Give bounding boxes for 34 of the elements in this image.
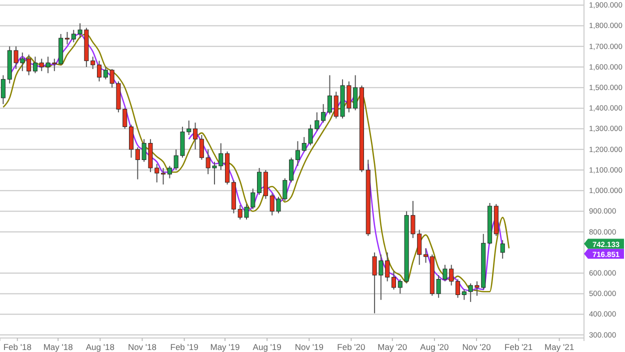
candlestick xyxy=(456,278,460,298)
x-tick-label: May '21 xyxy=(544,342,574,352)
candlestick xyxy=(129,124,134,158)
x-tick-label: Feb '19 xyxy=(170,342,199,352)
candlestick xyxy=(96,60,102,82)
candlestick xyxy=(295,140,300,166)
candlestick xyxy=(32,56,38,74)
x-tick-label: Nov '19 xyxy=(294,342,324,352)
candlestick xyxy=(462,289,466,300)
candlestick xyxy=(193,122,198,150)
candlestick xyxy=(392,270,396,290)
x-tick-label: Nov '20 xyxy=(462,342,492,352)
candlestick xyxy=(321,104,326,124)
x-tick-label: Feb '21 xyxy=(504,342,533,352)
candlestick xyxy=(26,54,32,76)
x-tick-label: Nov '18 xyxy=(128,342,157,352)
candlestick xyxy=(289,157,294,183)
x-tick-label: May '18 xyxy=(43,342,74,352)
candlestick xyxy=(327,74,332,115)
x-tick-label: Feb '20 xyxy=(337,342,366,352)
candlestick xyxy=(263,170,268,200)
candlestick xyxy=(199,134,204,160)
candlestick xyxy=(0,74,6,105)
x-tick-label: Aug '19 xyxy=(252,342,282,352)
x-tick-label: Aug '18 xyxy=(86,342,115,352)
candlestick xyxy=(64,31,70,45)
x-tick-label: May '20 xyxy=(378,342,408,352)
x-tick-label: Aug '20 xyxy=(420,342,449,352)
x-tick-label: May '19 xyxy=(210,342,240,352)
candlestick xyxy=(424,248,428,264)
x-tick-label: Feb '18 xyxy=(3,342,32,352)
candlestick xyxy=(500,240,505,260)
candlestick xyxy=(257,167,262,196)
candlestick xyxy=(161,167,166,185)
